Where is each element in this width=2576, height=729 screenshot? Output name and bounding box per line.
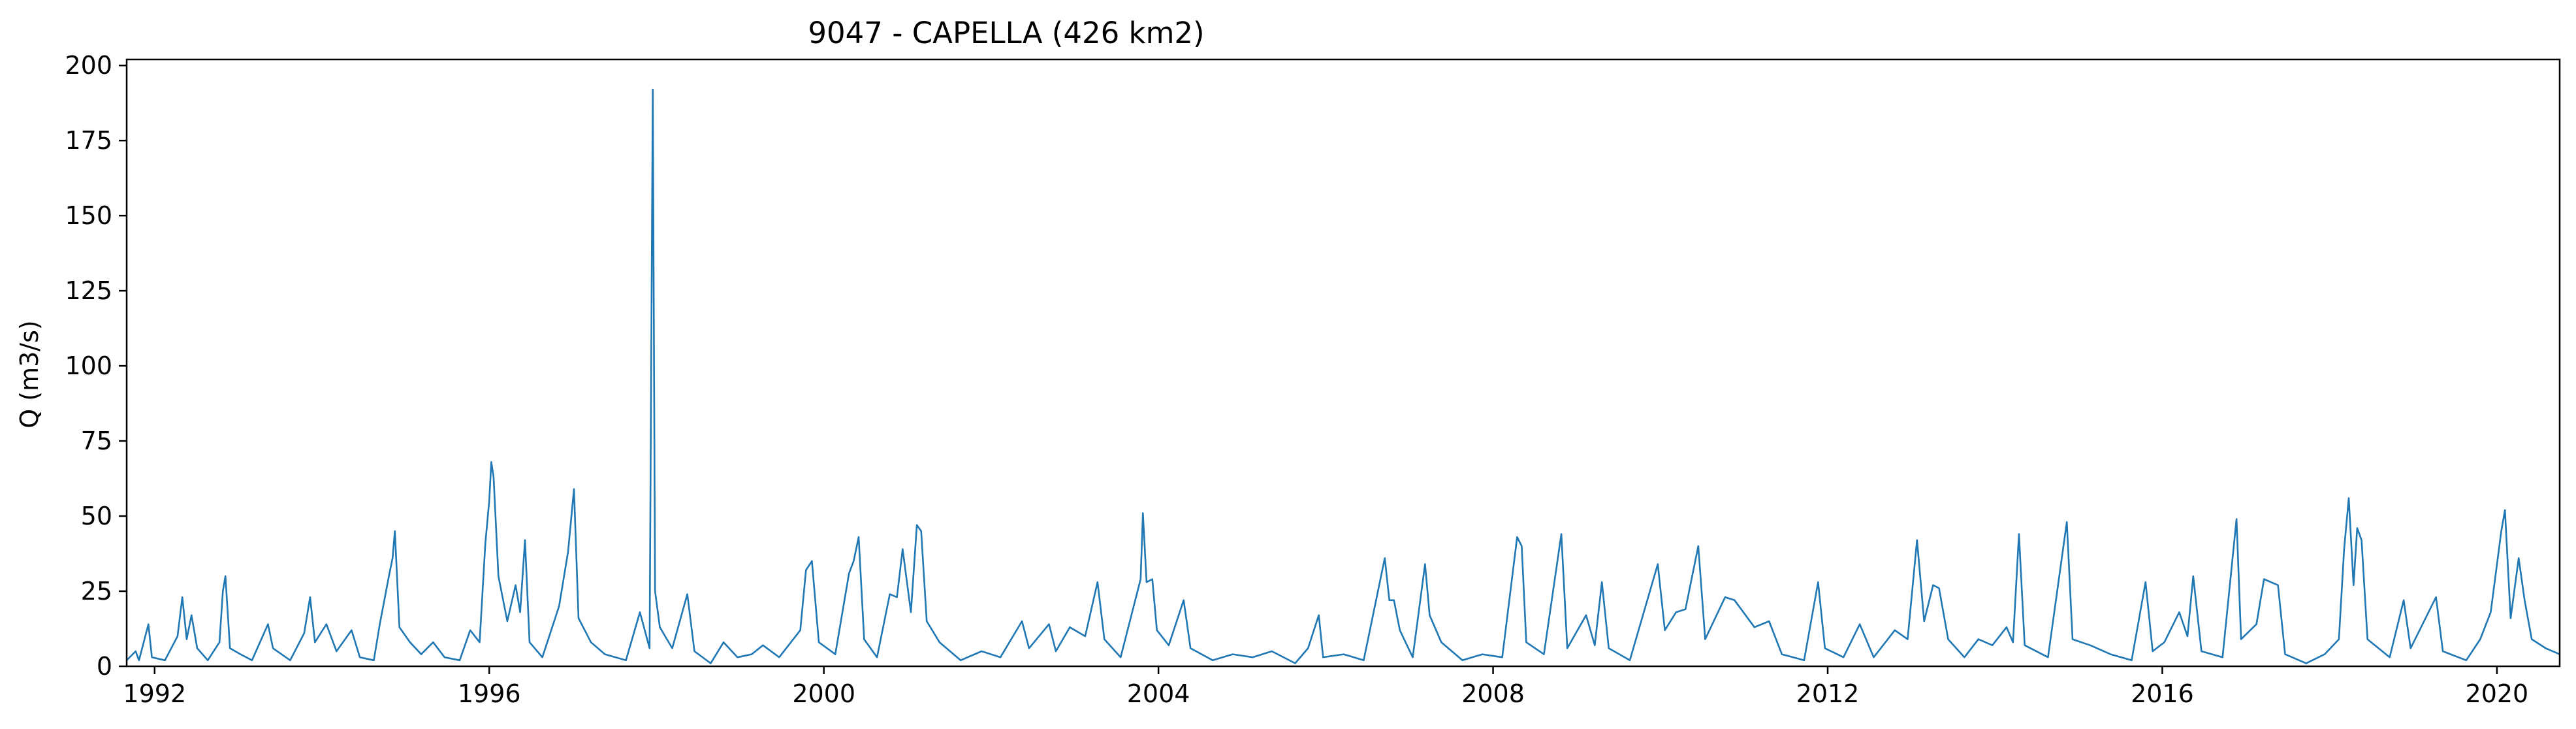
chart-title: 9047 - CAPELLA (426 km2)	[808, 16, 1204, 50]
x-tick-label: 2020	[2466, 679, 2529, 708]
x-tick-label: 2000	[792, 679, 855, 708]
y-tick-label: 25	[81, 577, 112, 606]
x-axis-ticks: 1992 1996 2000 2004 2008 2012 2016 2020	[123, 666, 2528, 708]
y-axis-label: Q (m3/s)	[15, 320, 44, 428]
x-tick-label: 1996	[458, 679, 521, 708]
y-tick-label: 125	[65, 276, 112, 305]
x-tick-label: 2004	[1127, 679, 1190, 708]
discharge-series-line	[127, 88, 2560, 664]
y-tick-label: 175	[65, 126, 112, 155]
plot-frame	[125, 58, 2561, 668]
y-tick-label: 100	[65, 351, 112, 380]
y-tick-label: 0	[97, 652, 112, 681]
x-tick-label: 1992	[123, 679, 186, 708]
y-axis-ticks: 0 25 50 75 100 125 150 175 200	[65, 51, 127, 681]
x-tick-label: 2012	[1796, 679, 1860, 708]
x-tick-label: 2016	[2131, 679, 2194, 708]
y-tick-label: 75	[81, 427, 112, 455]
x-tick-label: 2008	[1461, 679, 1525, 708]
y-tick-label: 50	[81, 502, 112, 530]
y-tick-label: 200	[65, 51, 112, 80]
y-tick-label: 150	[65, 201, 112, 230]
